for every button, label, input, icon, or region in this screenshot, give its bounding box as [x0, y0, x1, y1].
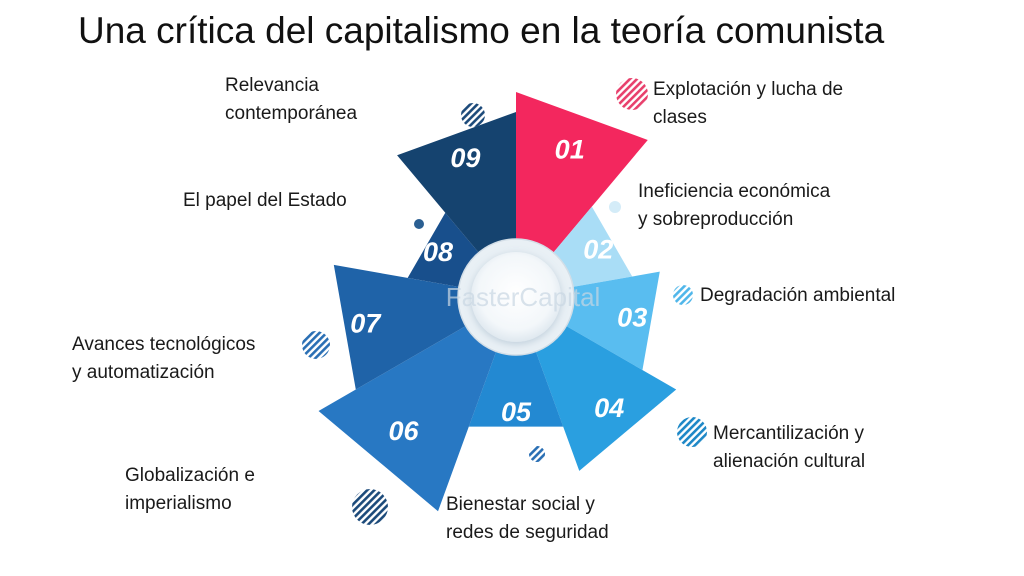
hatched-dot-icon	[529, 446, 545, 462]
segment-number-05: 05	[501, 397, 532, 427]
label-degradacion: Degradación ambiental	[700, 285, 896, 306]
label-mercantilizacion: Mercantilización y alienación cultural	[713, 423, 866, 472]
segment-04	[535, 326, 677, 471]
segment-02	[553, 206, 633, 287]
hatched-dot-icon	[673, 285, 693, 305]
segment-09	[397, 112, 516, 253]
segment-number-09: 09	[450, 143, 480, 173]
segment-number-08: 08	[423, 237, 453, 267]
segment-number-03: 03	[617, 302, 647, 332]
segment-number-06: 06	[388, 416, 419, 446]
segment-number-07: 07	[350, 309, 382, 339]
decorative-dots	[302, 78, 707, 525]
label-estado: El papel del Estado	[183, 190, 347, 211]
watermark-text: FasterCapital	[446, 282, 601, 312]
segment-number-02: 02	[583, 235, 613, 265]
dot-icon	[609, 201, 621, 213]
segment-07	[333, 264, 466, 390]
center-hub: FasterCapital	[446, 238, 601, 356]
label-explotacion: Explotación y lucha de clases	[653, 79, 844, 128]
hatched-dot-icon	[677, 417, 707, 447]
label-relevancia: Relevancia contemporánea	[225, 75, 358, 124]
label-bienestar: Bienestar social y redes de seguridad	[446, 494, 609, 543]
segment-05	[468, 351, 564, 427]
dot-icon	[414, 219, 424, 229]
hatched-dot-icon	[352, 489, 388, 525]
segment-06	[318, 326, 497, 512]
segment-03	[566, 271, 660, 370]
label-avances: Avances tecnológicos y automatización	[72, 334, 256, 383]
segment-01	[516, 92, 648, 253]
segment-number-04: 04	[594, 393, 624, 423]
diagram-title: Una crítica del capitalismo en la teoría…	[78, 10, 885, 51]
segment-08	[407, 212, 479, 287]
label-ineficiencia: Ineficiencia económica y sobreproducción	[638, 181, 831, 230]
hatched-dot-icon	[302, 331, 330, 359]
hatched-dot-icon	[461, 103, 485, 127]
segment-number-01: 01	[555, 134, 585, 164]
hatched-dot-icon	[616, 78, 648, 110]
label-globalizacion: Globalización e imperialismo	[125, 465, 255, 514]
